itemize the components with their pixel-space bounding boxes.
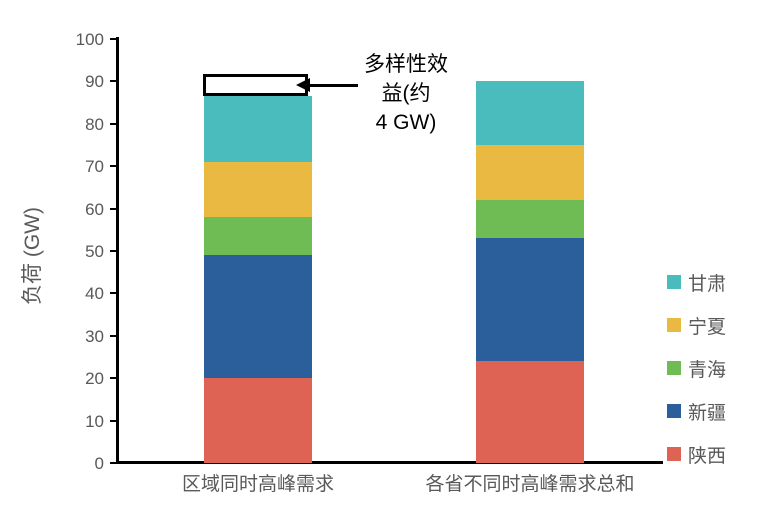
bar-segment-青海-1 <box>476 200 584 239</box>
legend-item-新疆: 新疆 <box>667 399 727 424</box>
y-tick-label-70: 70 <box>85 157 104 177</box>
y-axis-title: 负荷 (GW) <box>21 207 44 305</box>
y-tick-label-60: 60 <box>85 199 104 219</box>
legend-swatch-新疆 <box>667 404 681 418</box>
y-tick-label-10: 10 <box>85 411 104 431</box>
y-tick-label-90: 90 <box>85 72 104 92</box>
y-tick-mark-30 <box>110 334 118 337</box>
bar-segment-陕西-1 <box>476 361 584 463</box>
y-tick-label-40: 40 <box>85 284 104 304</box>
y-tick-mark-100 <box>110 38 118 40</box>
legend-swatch-甘肃 <box>667 275 681 289</box>
legend-label-陕西: 陕西 <box>688 445 727 467</box>
y-tick-mark-80 <box>110 122 118 125</box>
y-tick-mark-20 <box>110 377 118 380</box>
bar-segment-新疆-0 <box>204 255 312 379</box>
y-tick-mark-70 <box>110 165 118 168</box>
y-tick-mark-50 <box>110 250 118 252</box>
legend-swatch-宁夏 <box>667 318 681 332</box>
bar-segment-甘肃-1 <box>476 81 584 145</box>
y-tick-label-50: 50 <box>85 242 104 261</box>
y-tick-label-0: 0 <box>94 454 104 473</box>
legend-label-新疆: 新疆 <box>688 402 727 424</box>
y-tick-label-100: 100 <box>75 30 104 49</box>
annotation-text: 多样性效益(约 4 GW) <box>328 50 484 137</box>
x-axis-line <box>116 461 663 464</box>
bar-segment-青海-0 <box>204 217 312 256</box>
legend-item-宁夏: 宁夏 <box>667 313 727 338</box>
y-tick-mark-60 <box>110 207 118 210</box>
bar-segment-陕西-0 <box>204 378 312 463</box>
legend-swatch-陕西 <box>667 447 681 461</box>
annotation-arrowhead-icon <box>296 78 310 92</box>
annotation-line-2: 益(约 <box>381 82 431 105</box>
annotation-arrow-line <box>303 84 358 87</box>
diversity-benefit-box <box>203 73 308 97</box>
y-tick-mark-90 <box>110 80 118 83</box>
bar-segment-新疆-1 <box>476 238 584 362</box>
y-tick-label-30: 30 <box>85 326 104 346</box>
x-category-label-0: 区域同时高峰需求 <box>181 474 334 495</box>
y-tick-label-80: 80 <box>85 114 104 134</box>
y-axis-line <box>116 37 119 464</box>
annotation-line-1: 多样性效 <box>364 53 448 76</box>
x-category-label-1: 各省不同时高峰需求总和 <box>425 474 635 495</box>
legend-label-宁夏: 宁夏 <box>688 316 727 338</box>
bar-segment-宁夏-0 <box>204 161 312 218</box>
bar-segment-宁夏-1 <box>476 145 584 201</box>
legend-item-甘肃: 甘肃 <box>667 270 727 295</box>
legend-item-青海: 青海 <box>667 356 727 381</box>
y-tick-mark-10 <box>110 419 118 422</box>
legend-label-青海: 青海 <box>688 359 727 381</box>
y-tick-mark-0 <box>110 462 118 464</box>
legend-label-甘肃: 甘肃 <box>688 273 727 295</box>
annotation-line-3: 4 GW) <box>375 111 437 134</box>
bar-segment-甘肃-0 <box>204 96 312 162</box>
legend-swatch-青海 <box>667 361 681 375</box>
legend-item-陕西: 陕西 <box>667 442 727 467</box>
y-tick-mark-40 <box>110 292 118 295</box>
y-tick-label-20: 20 <box>85 369 104 389</box>
